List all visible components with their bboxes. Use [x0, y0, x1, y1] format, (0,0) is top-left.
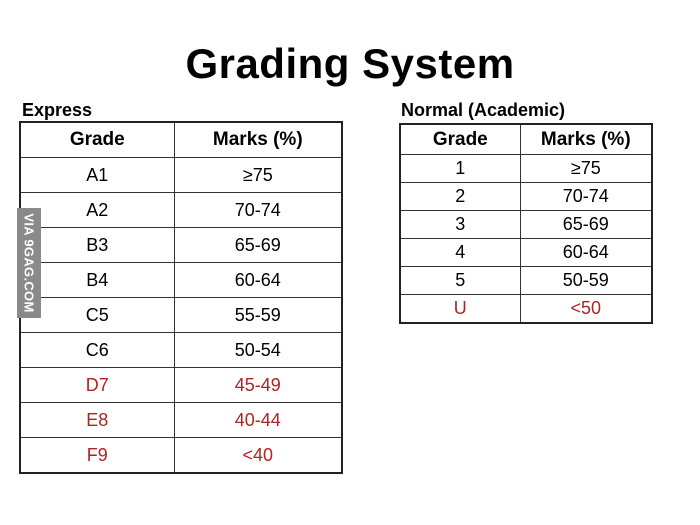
grade-cell: 3	[399, 210, 521, 239]
grade-cell: F9	[19, 437, 175, 474]
grade-cell: A2	[19, 192, 175, 228]
table-row: A2 70-74	[19, 192, 343, 228]
watermark: VIA 9GAG.COM	[17, 208, 41, 318]
grade-cell: U	[399, 294, 521, 324]
table-row-fail: U <50	[399, 294, 653, 324]
normal-label: Normal (Academic)	[401, 100, 566, 120]
grade-cell: B3	[19, 227, 175, 263]
grade-cell: E8	[19, 402, 175, 438]
marks-cell: 65-69	[173, 227, 343, 263]
table-row: 4 60-64	[399, 238, 653, 267]
marks-cell: <40	[173, 437, 343, 474]
marks-cell: 55-59	[173, 297, 343, 333]
grade-cell: D7	[19, 367, 175, 403]
watermark-text: VIA 9GAG.COM	[21, 213, 37, 313]
table-row: A1 ≥75	[19, 157, 343, 193]
table-row: 1 ≥75	[399, 154, 653, 183]
marks-cell: 50-59	[519, 266, 653, 295]
table-row: B4 60-64	[19, 262, 343, 298]
express-grade-table: Grade Marks (%) A1 ≥75 A2 70-74 B3 65-69…	[19, 121, 343, 474]
marks-column-header: Marks (%)	[173, 121, 343, 158]
marks-cell: 45-49	[173, 367, 343, 403]
marks-cell: 70-74	[519, 182, 653, 211]
marks-cell: 65-69	[519, 210, 653, 239]
table-header-row: Grade Marks (%)	[399, 123, 653, 155]
marks-cell: <50	[519, 294, 653, 324]
marks-cell: ≥75	[519, 154, 653, 183]
table-row: C6 50-54	[19, 332, 343, 368]
grade-cell: 1	[399, 154, 521, 183]
table-row-fail: F9 <40	[19, 437, 343, 474]
grade-cell: 5	[399, 266, 521, 295]
table-row: 2 70-74	[399, 182, 653, 211]
marks-cell: 60-64	[519, 238, 653, 267]
marks-cell: ≥75	[173, 157, 343, 193]
page-title: Grading System	[185, 40, 515, 87]
grade-cell: C5	[19, 297, 175, 333]
marks-cell: 40-44	[173, 402, 343, 438]
marks-column-header: Marks (%)	[519, 123, 653, 155]
express-label: Express	[22, 100, 93, 120]
grade-cell: 2	[399, 182, 521, 211]
table-row: C5 55-59	[19, 297, 343, 333]
table-row: 3 65-69	[399, 210, 653, 239]
normal-grade-table: Grade Marks (%) 1 ≥75 2 70-74 3 65-69 4 …	[399, 123, 653, 324]
marks-cell: 60-64	[173, 262, 343, 298]
grade-column-header: Grade	[19, 121, 175, 158]
grade-cell: B4	[19, 262, 175, 298]
grade-cell: A1	[19, 157, 175, 193]
grade-column-header: Grade	[399, 123, 521, 155]
grade-cell: 4	[399, 238, 521, 267]
grade-cell: C6	[19, 332, 175, 368]
table-header-row: Grade Marks (%)	[19, 121, 343, 158]
marks-cell: 50-54	[173, 332, 343, 368]
table-row-fail: E8 40-44	[19, 402, 343, 438]
table-row: 5 50-59	[399, 266, 653, 295]
table-row: B3 65-69	[19, 227, 343, 263]
table-row-fail: D7 45-49	[19, 367, 343, 403]
marks-cell: 70-74	[173, 192, 343, 228]
